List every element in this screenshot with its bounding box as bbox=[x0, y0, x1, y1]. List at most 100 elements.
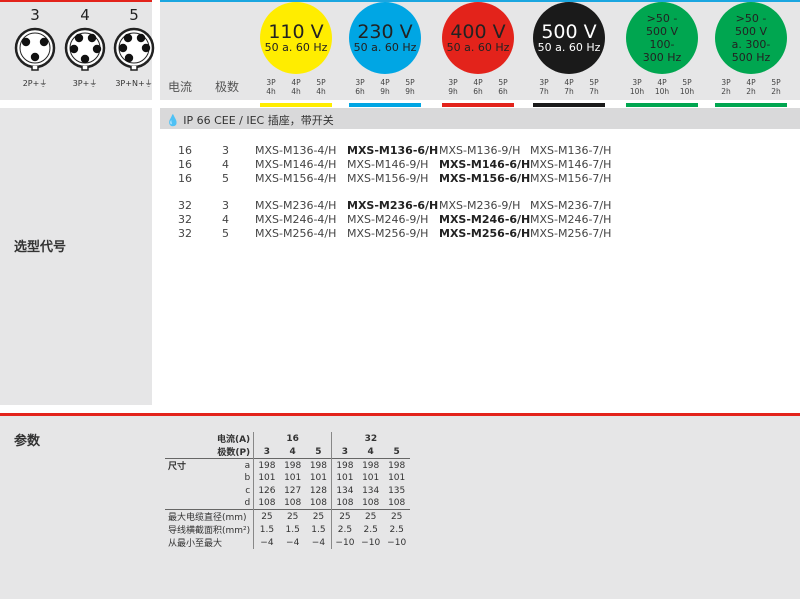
param-value: 135 bbox=[388, 485, 406, 496]
phase-clock: 7h bbox=[564, 87, 574, 96]
phase-poles: 3P bbox=[539, 78, 549, 87]
param-value: 101 bbox=[309, 473, 328, 484]
poles-value: 3 bbox=[331, 445, 358, 459]
voltage-value: 230 V bbox=[357, 21, 413, 43]
poles-value: 5 bbox=[393, 446, 400, 457]
frequency-value: 50 a. 60 Hz bbox=[353, 41, 417, 54]
param-value: 101 bbox=[331, 472, 358, 485]
product-code[interactable]: MXS-M136-6/H bbox=[347, 144, 439, 157]
product-code[interactable]: MXS-M136-4/H bbox=[255, 144, 337, 157]
phase-label: 3P 9h bbox=[442, 78, 464, 96]
voltage-color-bar bbox=[260, 103, 332, 107]
current-32: 32 bbox=[331, 432, 410, 445]
product-code[interactable]: MXS-M236-4/H bbox=[255, 199, 337, 212]
param-value: 108 bbox=[309, 498, 328, 508]
voltage-value: 400 V bbox=[450, 21, 506, 43]
param-value: −4 bbox=[311, 537, 326, 548]
param-value: 108 bbox=[284, 498, 302, 508]
socket-label: 3P+N+⏚ bbox=[115, 79, 153, 88]
phase-clock: 7h bbox=[589, 87, 599, 96]
product-code[interactable]: MXS-M146-7/H bbox=[530, 158, 612, 171]
socket-icon bbox=[64, 27, 106, 71]
phase-label: 5P 9h bbox=[399, 78, 421, 96]
current-label: 电流(A) bbox=[216, 435, 251, 445]
param-value: 2.5 bbox=[331, 523, 358, 536]
param-value: 134 bbox=[331, 484, 358, 497]
product-code[interactable]: MXS-M146-6/H bbox=[439, 158, 531, 171]
phase-poles: 3P bbox=[632, 78, 642, 87]
dimension-key: d bbox=[244, 498, 251, 508]
frequency-value: 50 a. 60 Hz bbox=[446, 41, 510, 54]
param-value: 1.5 bbox=[311, 524, 326, 535]
voltage-circle: 400 V 50 a. 60 Hz bbox=[442, 2, 514, 74]
phase-poles: 4P bbox=[473, 78, 483, 87]
product-code[interactable]: MXS-M156-6/H bbox=[439, 172, 531, 185]
phase-poles: 5P bbox=[405, 78, 415, 87]
phase-clock: 9h bbox=[380, 87, 390, 96]
product-code[interactable]: MXS-M156-7/H bbox=[530, 172, 612, 185]
phase-label: 4P 4h bbox=[285, 78, 307, 96]
phase-poles: 4P bbox=[564, 78, 574, 87]
phase-label: 3P 7h bbox=[533, 78, 555, 96]
phase-clock: 2h bbox=[746, 87, 756, 96]
voltage-text: 500 Hz bbox=[731, 51, 771, 64]
product-code[interactable]: MXS-M146-4/H bbox=[255, 158, 337, 171]
phase-clock: 6h bbox=[473, 87, 483, 96]
product-code[interactable]: MXS-M256-9/H bbox=[347, 227, 429, 240]
phase-clock: 9h bbox=[405, 87, 415, 96]
phase-label: 5P 7h bbox=[583, 78, 605, 96]
product-poles: 5 bbox=[222, 172, 229, 185]
phase-label: 4P 7h bbox=[558, 78, 580, 96]
param-value: 108 bbox=[362, 498, 380, 508]
product-current: 32 bbox=[178, 227, 192, 240]
product-code[interactable]: MXS-M136-9/H bbox=[439, 144, 521, 157]
product-current: 16 bbox=[178, 172, 192, 185]
phase-poles: 4P bbox=[746, 78, 756, 87]
product-code[interactable]: MXS-M256-4/H bbox=[255, 227, 337, 240]
param-value: 127 bbox=[284, 485, 302, 496]
phase-clock: 10h bbox=[654, 87, 670, 96]
product-code[interactable]: MXS-M236-7/H bbox=[530, 199, 612, 212]
poles-header: 极数 bbox=[215, 80, 240, 94]
phase-label: 4P 2h bbox=[740, 78, 762, 96]
selection-label: 选型代号 bbox=[14, 240, 67, 255]
product-code[interactable]: MXS-M236-6/H bbox=[347, 199, 439, 212]
product-code[interactable]: MXS-M256-6/H bbox=[439, 227, 531, 240]
product-code[interactable]: MXS-M256-7/H bbox=[530, 227, 612, 240]
phase-label: 4P 10h bbox=[651, 78, 673, 96]
product-current: 32 bbox=[178, 213, 192, 226]
phase-clock: 7h bbox=[539, 87, 549, 96]
product-code[interactable]: MXS-M236-9/H bbox=[439, 199, 521, 212]
selection-panel bbox=[0, 108, 152, 405]
product-code[interactable]: MXS-M246-6/H bbox=[439, 213, 531, 226]
product-poles: 4 bbox=[222, 158, 229, 171]
param-value: −10 bbox=[331, 536, 358, 549]
voltage-circle: 500 V 50 a. 60 Hz bbox=[533, 2, 605, 74]
phase-clock: 4h bbox=[266, 87, 276, 96]
product-code[interactable]: MXS-M146-9/H bbox=[347, 158, 429, 171]
params-title: 参数 bbox=[14, 434, 41, 449]
voltage-text: >50 - bbox=[735, 12, 767, 25]
product-code[interactable]: MXS-M246-7/H bbox=[530, 213, 612, 226]
phase-poles: 5P bbox=[589, 78, 599, 87]
dimension-key: b bbox=[244, 473, 251, 484]
product-code[interactable]: MXS-M136-7/H bbox=[530, 144, 612, 157]
product-code[interactable]: MXS-M246-9/H bbox=[347, 213, 429, 226]
voltage-value: 110 V bbox=[268, 21, 324, 43]
phase-poles: 4P bbox=[291, 78, 301, 87]
socket-poles: 3 bbox=[30, 6, 40, 24]
product-code[interactable]: MXS-M156-4/H bbox=[255, 172, 337, 185]
phase-clock: 2h bbox=[721, 87, 731, 96]
product-current: 16 bbox=[178, 158, 192, 171]
param-label: 导线横截面积(mm²) bbox=[168, 526, 251, 536]
product-code[interactable]: MXS-M156-9/H bbox=[347, 172, 429, 185]
drops-icon: 💧 bbox=[166, 114, 184, 127]
params-panel bbox=[0, 416, 800, 599]
section-title: 💧 IP 66 CEE / IEC 插座，带开关 bbox=[160, 108, 800, 129]
phase-poles: 5P bbox=[682, 78, 692, 87]
product-code[interactable]: MXS-M246-4/H bbox=[255, 213, 337, 226]
phase-clock: 6h bbox=[355, 87, 365, 96]
param-value: 108 bbox=[331, 497, 358, 510]
param-value: 101 bbox=[388, 473, 406, 484]
frequency-value: 50 a. 60 Hz bbox=[264, 41, 328, 54]
